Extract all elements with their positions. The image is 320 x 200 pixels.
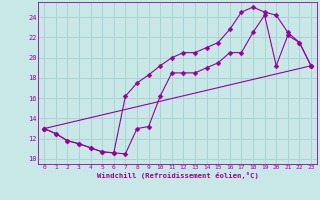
X-axis label: Windchill (Refroidissement éolien,°C): Windchill (Refroidissement éolien,°C) — [97, 172, 259, 179]
